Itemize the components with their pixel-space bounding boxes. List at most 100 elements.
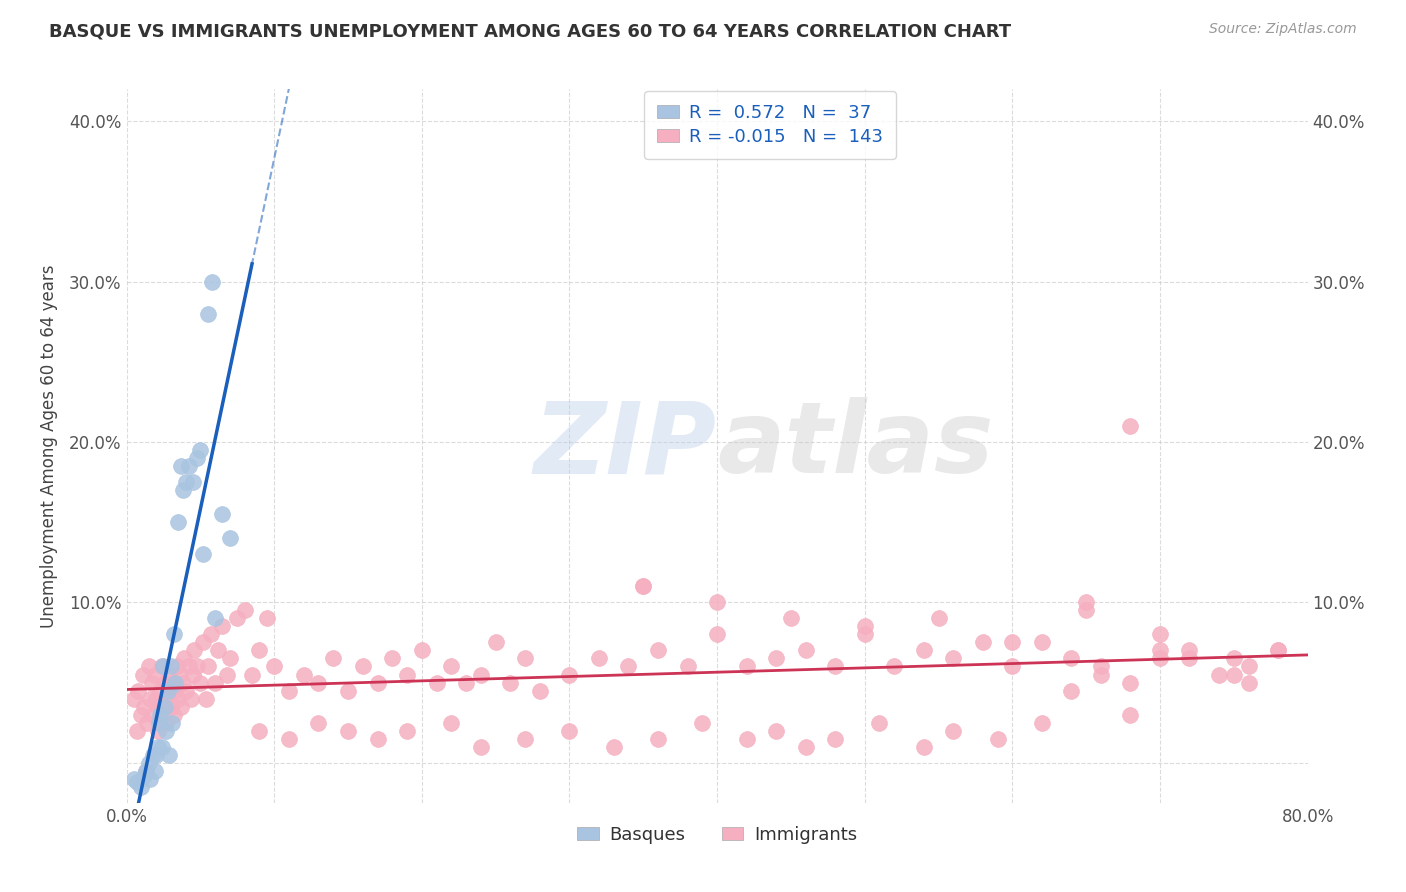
Point bbox=[146, 723, 169, 738]
Point bbox=[499, 675, 522, 690]
Point bbox=[177, 659, 200, 673]
Point bbox=[1267, 643, 1289, 657]
Point bbox=[143, 764, 166, 778]
Point bbox=[1060, 651, 1083, 665]
Point bbox=[143, 667, 166, 681]
Point bbox=[156, 683, 179, 698]
Point bbox=[174, 475, 197, 489]
Point bbox=[1119, 419, 1142, 434]
Point bbox=[470, 667, 492, 681]
Point bbox=[337, 723, 360, 738]
Point bbox=[197, 307, 219, 321]
Point bbox=[138, 659, 160, 673]
Point bbox=[1001, 635, 1024, 649]
Point bbox=[139, 691, 162, 706]
Point bbox=[173, 651, 195, 665]
Point bbox=[157, 747, 180, 762]
Point bbox=[1119, 675, 1142, 690]
Point bbox=[1223, 651, 1246, 665]
Point bbox=[367, 675, 389, 690]
Point bbox=[1076, 595, 1098, 609]
Point bbox=[263, 659, 285, 673]
Point bbox=[484, 635, 508, 649]
Point bbox=[138, 756, 160, 770]
Point bbox=[824, 659, 846, 673]
Legend: Basques, Immigrants: Basques, Immigrants bbox=[569, 819, 865, 851]
Point bbox=[1149, 627, 1171, 641]
Point bbox=[1149, 643, 1171, 657]
Point bbox=[735, 731, 758, 746]
Y-axis label: Unemployment Among Ages 60 to 64 years: Unemployment Among Ages 60 to 64 years bbox=[39, 264, 58, 628]
Point bbox=[292, 667, 315, 681]
Point bbox=[928, 611, 950, 625]
Point bbox=[136, 715, 159, 730]
Text: Source: ZipAtlas.com: Source: ZipAtlas.com bbox=[1209, 22, 1357, 37]
Point bbox=[193, 547, 215, 561]
Point bbox=[337, 683, 360, 698]
Point bbox=[134, 699, 156, 714]
Point bbox=[322, 651, 344, 665]
Point bbox=[170, 458, 193, 473]
Point bbox=[162, 675, 184, 690]
Point bbox=[204, 675, 226, 690]
Point bbox=[1031, 635, 1053, 649]
Point bbox=[129, 707, 153, 722]
Point bbox=[162, 715, 184, 730]
Point bbox=[186, 659, 208, 673]
Point bbox=[181, 667, 204, 681]
Point bbox=[1149, 651, 1171, 665]
Point bbox=[396, 667, 419, 681]
Point bbox=[193, 635, 215, 649]
Point bbox=[174, 683, 197, 698]
Point bbox=[127, 683, 149, 698]
Point bbox=[149, 683, 172, 698]
Point bbox=[188, 442, 212, 457]
Point bbox=[1237, 659, 1260, 673]
Point bbox=[122, 772, 145, 786]
Point bbox=[163, 627, 186, 641]
Point bbox=[172, 675, 194, 690]
Point bbox=[160, 699, 183, 714]
Point bbox=[141, 675, 163, 690]
Point bbox=[167, 515, 190, 529]
Point bbox=[148, 715, 170, 730]
Point bbox=[558, 723, 581, 738]
Point bbox=[765, 651, 787, 665]
Point bbox=[163, 707, 186, 722]
Point bbox=[912, 739, 935, 754]
Point bbox=[233, 603, 256, 617]
Point bbox=[367, 731, 389, 746]
Point bbox=[633, 579, 655, 593]
Point bbox=[529, 683, 551, 698]
Point bbox=[706, 595, 728, 609]
Point bbox=[1178, 651, 1201, 665]
Point bbox=[165, 683, 187, 698]
Point bbox=[145, 691, 167, 706]
Point bbox=[735, 659, 758, 673]
Point bbox=[1237, 675, 1260, 690]
Point bbox=[647, 731, 669, 746]
Point bbox=[633, 579, 655, 593]
Point bbox=[869, 715, 891, 730]
Point bbox=[470, 739, 492, 754]
Point bbox=[149, 707, 172, 722]
Point bbox=[207, 643, 229, 657]
Point bbox=[853, 619, 876, 633]
Point bbox=[987, 731, 1010, 746]
Point bbox=[188, 675, 212, 690]
Point bbox=[142, 707, 165, 722]
Point bbox=[135, 764, 157, 778]
Point bbox=[145, 747, 167, 762]
Point bbox=[1090, 667, 1112, 681]
Point bbox=[240, 667, 263, 681]
Point bbox=[211, 507, 233, 521]
Point bbox=[1090, 659, 1112, 673]
Point bbox=[125, 775, 148, 789]
Point bbox=[692, 715, 714, 730]
Point bbox=[942, 651, 965, 665]
Text: atlas: atlas bbox=[717, 398, 994, 494]
Point bbox=[278, 683, 301, 698]
Point bbox=[197, 659, 219, 673]
Point bbox=[440, 659, 463, 673]
Point bbox=[1223, 667, 1246, 681]
